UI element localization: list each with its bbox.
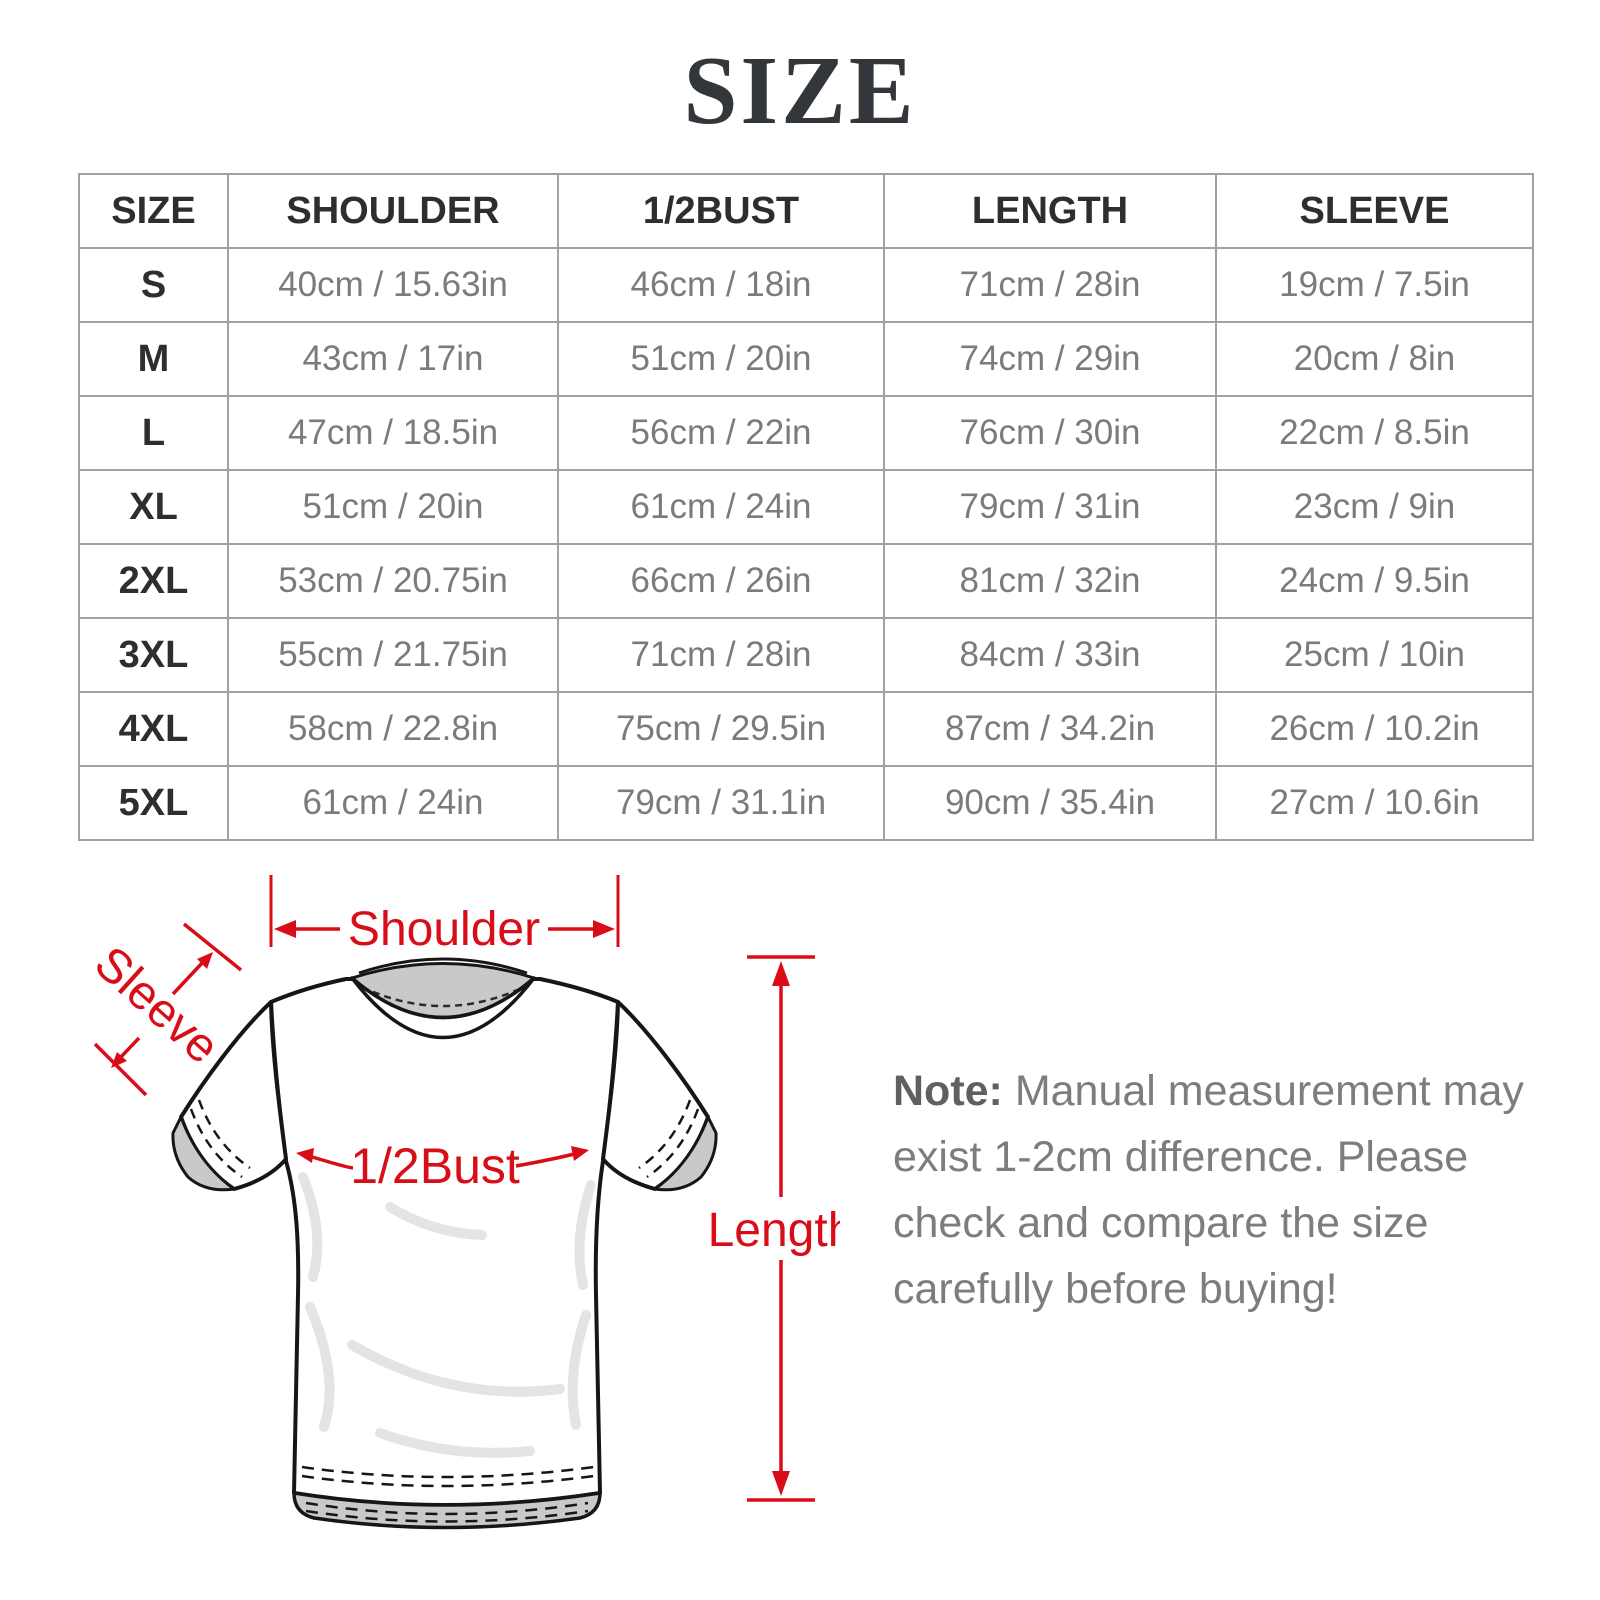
shoulder-cell: 43cm / 17in (227, 321, 559, 397)
size-cell: 5XL (78, 765, 229, 841)
shoulder-cell: 51cm / 20in (227, 469, 559, 545)
length-arrowhead-top (772, 961, 790, 986)
sleeve-cell: 20cm / 8in (1215, 321, 1534, 397)
table-row: M 43cm / 17in 51cm / 20in 74cm / 29in 20… (78, 321, 1534, 397)
sleeve-line-top (171, 959, 206, 996)
sleeve-cell: 24cm / 9.5in (1215, 543, 1534, 619)
bust-cell: 51cm / 20in (557, 321, 885, 397)
bust-cell: 75cm / 29.5in (557, 691, 885, 767)
length-arrow: Length (708, 955, 840, 1502)
bust-cell: 56cm / 22in (557, 395, 885, 471)
length-cell: 71cm / 28in (883, 247, 1217, 323)
header-sleeve: SLEEVE (1215, 173, 1534, 249)
sleeve-cell: 25cm / 10in (1215, 617, 1534, 693)
shoulder-cell: 61cm / 24in (227, 765, 559, 841)
bust-line-left (308, 1154, 354, 1170)
bust-label: 1/2Bust (350, 1138, 520, 1194)
back-collar-line (358, 957, 528, 975)
measurement-note: Note: Manual measurement may exist 1-2cm… (893, 1058, 1533, 1322)
shoulder-cell: 40cm / 15.63in (227, 247, 559, 323)
header-length: LENGTH (883, 173, 1217, 249)
size-cell: 3XL (78, 617, 229, 693)
header-bust: 1/2BUST (557, 173, 885, 249)
length-label: Length (708, 1204, 840, 1257)
measurement-diagram: Shoulder Sleeve 1/2Bust Length (84, 875, 840, 1530)
page-title: SIZE (683, 37, 917, 144)
length-arrowhead-bottom (772, 1471, 790, 1496)
shoulder-cell: 53cm / 20.75in (227, 543, 559, 619)
table-row: S 40cm / 15.63in 46cm / 18in 71cm / 28in… (78, 247, 1534, 323)
shoulder-cell: 55cm / 21.75in (227, 617, 559, 693)
header-shoulder: SHOULDER (227, 173, 559, 249)
table-row: XL 51cm / 20in 61cm / 24in 79cm / 31in 2… (78, 469, 1534, 545)
sleeve-cell: 27cm / 10.6in (1215, 765, 1534, 841)
length-cell: 76cm / 30in (883, 395, 1217, 471)
sleeve-tick-bottom (93, 1042, 148, 1097)
note-line: exist 1-2cm difference. Please (893, 1133, 1469, 1181)
table-row: L 47cm / 18.5in 56cm / 22in 76cm / 30in … (78, 395, 1534, 471)
sleeve-tick-top (182, 922, 243, 972)
bust-cell: 46cm / 18in (557, 247, 885, 323)
size-cell: S (78, 247, 229, 323)
length-cell: 74cm / 29in (883, 321, 1217, 397)
table-row: 5XL 61cm / 24in 79cm / 31.1in 90cm / 35.… (78, 765, 1534, 841)
shoulder-cell: 58cm / 22.8in (227, 691, 559, 767)
sleeve-arrowhead-top (197, 952, 213, 969)
note-line: carefully before buying! (893, 1265, 1338, 1313)
tshirt-body (269, 977, 620, 1507)
header-size: SIZE (78, 173, 229, 249)
bust-arrowhead-right (571, 1146, 589, 1161)
shoulder-arrow: Shoulder (269, 875, 620, 956)
bust-cell: 71cm / 28in (557, 617, 885, 693)
sleeve-cell: 26cm / 10.2in (1215, 691, 1534, 767)
sleeve-cell: 23cm / 9in (1215, 469, 1534, 545)
hem-fold-stitches (305, 1501, 589, 1523)
neck-stitch-line (361, 985, 525, 1008)
bust-arrow: 1/2Bust (296, 1138, 589, 1194)
note-prefix: Note: (893, 1067, 1003, 1115)
size-cell: 2XL (78, 543, 229, 619)
table-row: 2XL 53cm / 20.75in 66cm / 26in 81cm / 32… (78, 543, 1534, 619)
size-cell: XL (78, 469, 229, 545)
table-row: 4XL 58cm / 22.8in 75cm / 29.5in 87cm / 3… (78, 691, 1534, 767)
bust-arrowhead-left (296, 1148, 314, 1163)
table-row: 3XL 55cm / 21.75in 71cm / 28in 84cm / 33… (78, 617, 1534, 693)
shoulder-arrowhead-right (593, 920, 615, 938)
shoulder-arrowhead-left (274, 920, 296, 938)
hem-stitches (301, 1465, 595, 1488)
sleeve-cell: 22cm / 8.5in (1215, 395, 1534, 471)
length-cell: 90cm / 35.4in (883, 765, 1217, 841)
shoulder-cell: 47cm / 18.5in (227, 395, 559, 471)
bust-cell: 66cm / 26in (557, 543, 885, 619)
tshirt-illustration (171, 957, 718, 1530)
size-cell: L (78, 395, 229, 471)
length-cell: 84cm / 33in (883, 617, 1217, 693)
size-table: SIZE SHOULDER 1/2BUST LENGTH SLEEVE S 40… (78, 173, 1534, 841)
shoulder-label: Shoulder (348, 903, 540, 956)
header-row: SIZE SHOULDER 1/2BUST LENGTH SLEEVE (78, 173, 1534, 249)
size-cell: 4XL (78, 691, 229, 767)
bust-cell: 61cm / 24in (557, 469, 885, 545)
length-cell: 81cm / 32in (883, 543, 1217, 619)
left-cuff-fold (171, 1115, 236, 1192)
collar-band (350, 976, 536, 1040)
sleeve-line-bottom (118, 1036, 141, 1060)
length-cell: 79cm / 31in (883, 469, 1217, 545)
bust-cell: 79cm / 31.1in (557, 765, 885, 841)
size-cell: M (78, 321, 229, 397)
size-table-header: SIZE SHOULDER 1/2BUST LENGTH SLEEVE (78, 173, 1534, 249)
note-line: check and compare the size (893, 1199, 1429, 1247)
sleeve-cell: 19cm / 7.5in (1215, 247, 1534, 323)
left-cuff-stitches (189, 1099, 251, 1179)
note-text: Manual measurement may (1014, 1067, 1524, 1115)
right-cuff-stitches (638, 1099, 700, 1179)
length-cell: 87cm / 34.2in (883, 691, 1217, 767)
right-cuff-fold (653, 1115, 718, 1192)
note-line: Note: Manual measurement may (893, 1058, 1533, 1124)
sleeve-arrowhead-bottom (111, 1052, 127, 1068)
